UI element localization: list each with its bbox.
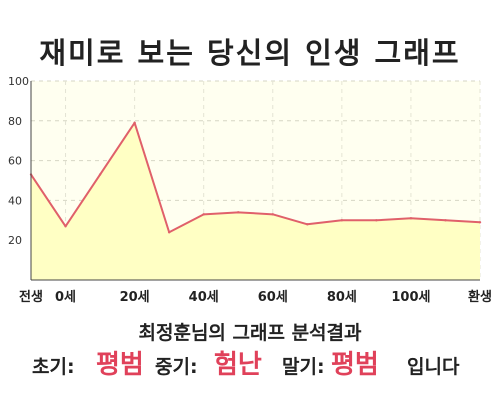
x-tick-label: 0세	[55, 290, 76, 305]
chart-title: 재미로 보는 당신의 인생 그래프	[39, 36, 461, 70]
data-point	[306, 223, 309, 226]
data-point	[167, 231, 171, 234]
x-tick-label: 전생	[19, 289, 43, 305]
data-point	[64, 225, 67, 228]
y-tick-label: 40	[8, 194, 22, 207]
x-tick-label: 80세	[327, 290, 357, 305]
series-area	[31, 122, 480, 280]
data-point	[237, 211, 240, 214]
plot-area: 20 40 60 80 100 전생 0세 20세 40세 60세 80세 100세 환생	[8, 75, 492, 305]
x-tick-label: 60세	[258, 290, 288, 305]
x-tick-label: 100세	[391, 290, 430, 305]
y-tick-label: 80	[8, 115, 22, 128]
x-tick-label: 40세	[189, 290, 219, 305]
y-tick-label: 20	[8, 234, 22, 247]
data-point	[271, 213, 274, 216]
series-line	[30, 121, 481, 234]
data-point	[340, 219, 344, 222]
data-point	[133, 121, 136, 124]
x-tick-label: 20세	[120, 290, 150, 305]
early-label: 초기:	[32, 356, 75, 378]
y-tick-label: 60	[8, 155, 22, 168]
analysis-summary: 최정훈님의 그래프 분석결과	[138, 322, 362, 344]
middle-label: 중기:	[155, 356, 198, 378]
x-tick-label: 환생	[468, 289, 492, 305]
life-graph-chart: 20 40 60 80 100 전생 0세 20세 40세 60세 80세 100세 환생	[8, 75, 492, 305]
late-label: 말기:	[282, 356, 325, 378]
late-value: 평범	[331, 350, 379, 380]
data-point	[478, 221, 482, 224]
data-point	[444, 219, 447, 222]
data-point	[202, 213, 205, 216]
middle-value: 험난	[214, 350, 262, 380]
data-point	[98, 173, 102, 176]
early-value: 평범	[96, 350, 144, 380]
result-suffix: 입니다	[407, 356, 460, 378]
analysis-result: 초기: 평범 중기: 험난 말기: 평범 입니다	[0, 344, 500, 380]
data-point	[375, 219, 378, 222]
y-tick-label: 100	[8, 75, 29, 88]
data-point	[409, 217, 413, 220]
